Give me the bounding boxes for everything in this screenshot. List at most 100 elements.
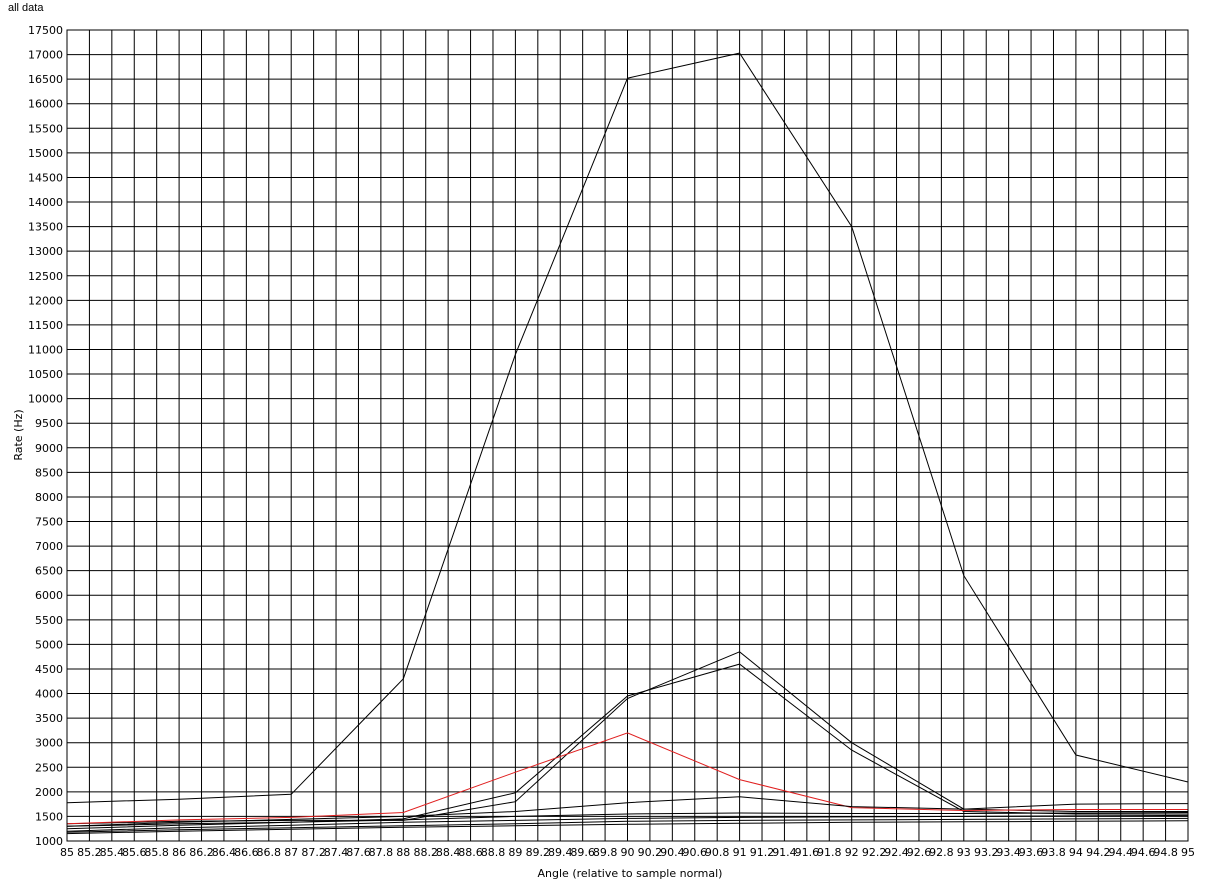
- y-tick-label: 6000: [35, 589, 63, 602]
- y-tick-label: 16000: [28, 98, 63, 111]
- x-tick-label: 86.4: [212, 846, 237, 859]
- grid: [66, 29, 1189, 842]
- x-tick-label: 86.8: [257, 846, 282, 859]
- x-tick-label: 86.2: [189, 846, 214, 859]
- x-tick-label: 87.6: [346, 846, 371, 859]
- x-tick-label: 90: [621, 846, 635, 859]
- x-tick-label: 88.8: [481, 846, 506, 859]
- y-tick-label: 9500: [35, 417, 63, 430]
- x-tick-label: 94: [1069, 846, 1083, 859]
- y-tick-label: 12500: [28, 270, 63, 283]
- x-tick-label: 89.4: [548, 846, 573, 859]
- x-tick-label: 91.4: [772, 846, 797, 859]
- x-tick-label: 89: [508, 846, 522, 859]
- y-tick-label: 1500: [35, 810, 63, 823]
- y-tick-label: 16500: [28, 73, 63, 86]
- x-tick-label: 94.6: [1131, 846, 1156, 859]
- x-tick-label: 92.4: [884, 846, 909, 859]
- x-tick-label: 94.8: [1153, 846, 1178, 859]
- x-tick-label: 85: [60, 846, 74, 859]
- x-tick-label: 90.6: [683, 846, 708, 859]
- x-tick-label: 87.4: [324, 846, 349, 859]
- series-line-9: [66, 820, 1189, 835]
- x-tick-label: 85.2: [77, 846, 102, 859]
- x-tick-label: 86.6: [234, 846, 259, 859]
- x-tick-label: 93: [957, 846, 971, 859]
- y-tick-label: 3500: [35, 712, 63, 725]
- x-tick-label: 90.2: [638, 846, 663, 859]
- y-axis-ticks: 1000 1500 2000 2500 3000 3500 4000 4500 5000 5500…: [28, 24, 63, 848]
- series-line-6: [66, 812, 1189, 830]
- y-tick-label: 14000: [28, 196, 63, 209]
- x-tick-label: 91: [733, 846, 747, 859]
- x-tick-label: 91.2: [750, 846, 775, 859]
- x-tick-label: 87.2: [301, 846, 326, 859]
- x-tick-label: 91.6: [795, 846, 820, 859]
- y-tick-label: 17000: [28, 49, 63, 62]
- x-tick-label: 93.2: [974, 846, 999, 859]
- x-tick-label: 89.6: [570, 846, 595, 859]
- plot-frame: [66, 29, 1189, 842]
- y-tick-label: 8000: [35, 491, 63, 504]
- x-tick-label: 90.8: [705, 846, 730, 859]
- series-line-4: [66, 732, 1188, 825]
- x-axis-label: Angle (relative to sample normal): [538, 867, 723, 880]
- series-line-8: [66, 817, 1189, 833]
- y-tick-label: 5500: [35, 614, 63, 627]
- x-tick-label: 88.4: [436, 846, 461, 859]
- y-tick-label: 11000: [28, 343, 63, 356]
- x-tick-label: 88.6: [458, 846, 483, 859]
- y-tick-label: 8500: [35, 466, 63, 479]
- series-line-5: [66, 796, 1189, 827]
- x-tick-label: 90.4: [660, 846, 685, 859]
- series-layer: [66, 52, 1189, 835]
- x-tick-label: 92.6: [907, 846, 932, 859]
- x-axis-ticks: 85 85.285.485.685.8 86 86.286.486.686.8 87 87…: [60, 846, 1195, 859]
- x-tick-label: 89.2: [526, 846, 551, 859]
- x-tick-label: 93.4: [996, 846, 1021, 859]
- y-tick-label: 9000: [35, 442, 63, 455]
- series-line-7: [66, 814, 1189, 832]
- x-tick-label: 85.8: [144, 846, 169, 859]
- x-tick-label: 88: [396, 846, 410, 859]
- x-tick-label: 88.2: [413, 846, 438, 859]
- x-tick-label: 87: [284, 846, 298, 859]
- x-tick-label: 92.8: [929, 846, 954, 859]
- series-line-1: [66, 52, 1189, 804]
- y-tick-label: 2500: [35, 761, 63, 774]
- y-tick-label: 1000: [35, 835, 63, 848]
- x-tick-label: 92.2: [862, 846, 887, 859]
- y-tick-label: 15500: [28, 122, 63, 135]
- y-tick-label: 10000: [28, 393, 63, 406]
- x-tick-label: 93.8: [1041, 846, 1066, 859]
- x-tick-label: 89.8: [593, 846, 618, 859]
- y-tick-label: 3000: [35, 737, 63, 750]
- y-axis-label: Rate (Hz): [12, 409, 25, 460]
- y-tick-label: 2000: [35, 786, 63, 799]
- x-tick-label: 95: [1181, 846, 1195, 859]
- y-tick-label: 13000: [28, 245, 63, 258]
- x-tick-label: 94.2: [1086, 846, 1111, 859]
- y-tick-label: 12000: [28, 294, 63, 307]
- y-tick-label: 11500: [28, 319, 63, 332]
- x-tick-label: 94.4: [1108, 846, 1133, 859]
- chart-title: all data: [8, 2, 44, 14]
- y-tick-label: 5000: [35, 638, 63, 651]
- y-tick-label: 4500: [35, 663, 63, 676]
- y-tick-label: 7000: [35, 540, 63, 553]
- y-tick-label: 10500: [28, 368, 63, 381]
- x-tick-label: 92: [845, 846, 859, 859]
- x-tick-label: 85.6: [122, 846, 147, 859]
- y-tick-label: 6500: [35, 565, 63, 578]
- x-tick-label: 86: [172, 846, 186, 859]
- y-tick-label: 14500: [28, 171, 63, 184]
- x-tick-label: 93.6: [1019, 846, 1044, 859]
- x-tick-label: 87.8: [369, 846, 394, 859]
- x-tick-label: 85.4: [100, 846, 125, 859]
- y-tick-label: 15000: [28, 147, 63, 160]
- y-tick-label: 7500: [35, 516, 63, 529]
- y-tick-label: 4000: [35, 688, 63, 701]
- x-tick-label: 91.8: [817, 846, 842, 859]
- y-tick-label: 13500: [28, 221, 63, 234]
